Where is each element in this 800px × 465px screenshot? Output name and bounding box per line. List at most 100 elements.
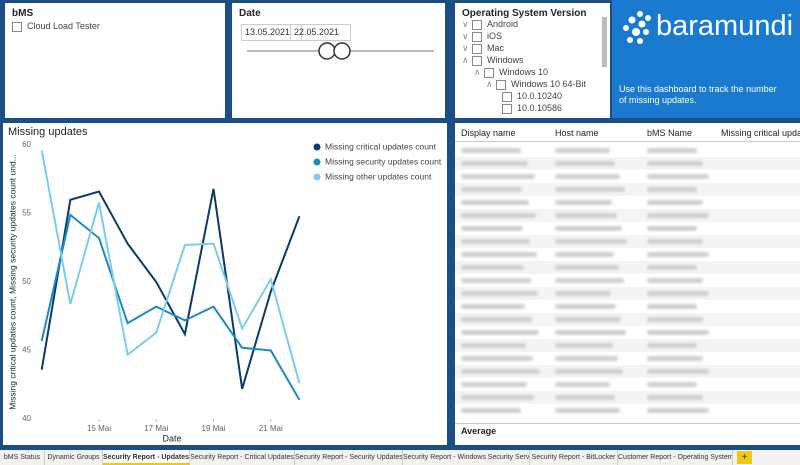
blurred-cell xyxy=(461,252,537,257)
blurred-cell xyxy=(647,408,709,413)
chevron: ∨ xyxy=(462,19,469,29)
blurred-cell xyxy=(647,265,697,270)
blurred-cell xyxy=(461,213,536,218)
tree-item[interactable]: ∧ Windows 10 xyxy=(474,67,548,78)
date-to[interactable]: 22.05.2021 xyxy=(290,24,351,41)
blurred-cell xyxy=(461,304,525,309)
x-tick-label: 17 Mai xyxy=(144,424,168,433)
blurred-cell xyxy=(555,343,613,348)
blurred-cell xyxy=(461,265,524,270)
column-header[interactable]: Display name xyxy=(461,128,516,138)
tab[interactable]: Security Report - Windows Security Servi… xyxy=(403,450,530,465)
blurred-cell xyxy=(647,226,697,231)
chevron: ∨ xyxy=(462,43,469,53)
tree-item[interactable]: ∨ iOS xyxy=(462,31,502,42)
y-tick-label: 40 xyxy=(22,414,31,423)
x-tick-label: 21 Mai xyxy=(259,424,283,433)
os-slicer: Operating System Version ∨ Android ∨ iOS ∨ Ma… xyxy=(455,3,610,118)
chart: Missing updates 40 45 50 55 60 15 Mai 17 Mai 19… xyxy=(7,126,442,443)
checkbox xyxy=(496,79,506,90)
checkbox xyxy=(484,67,494,78)
blurred-cell xyxy=(461,356,533,361)
item-label: Cloud Load Tester xyxy=(27,21,100,31)
y-tick-label: 55 xyxy=(22,209,31,218)
blurred-cell xyxy=(647,200,703,205)
blurred-cell xyxy=(461,226,523,231)
tree-item[interactable]: 10.0.10586 xyxy=(498,103,562,114)
blurred-cell xyxy=(461,174,535,179)
legend-marker xyxy=(313,143,321,151)
column-header[interactable]: Missing critical upda xyxy=(721,128,800,138)
blurred-cell xyxy=(555,252,614,257)
tab[interactable]: bMS Status xyxy=(0,450,45,465)
tree-item[interactable]: ∧ Windows 10 64-Bit xyxy=(486,79,586,90)
blurred-cell xyxy=(555,265,619,270)
blurred-cell xyxy=(461,278,531,283)
chevron: ∧ xyxy=(462,55,469,65)
column-header[interactable]: bMS Name xyxy=(647,128,693,138)
bms-slicer: bMS Cloud Load Tester xyxy=(5,3,225,118)
blurred-cell xyxy=(647,369,709,374)
series-line xyxy=(40,150,301,384)
column-header[interactable]: Host name xyxy=(555,128,599,138)
blurred-cell xyxy=(461,330,539,335)
item-label: 10.0.10240 xyxy=(517,91,563,101)
chart-panel: Missing updates 40 45 50 55 60 15 Mai 17 Mai 19… xyxy=(3,123,447,445)
item-label: Android xyxy=(487,19,519,29)
chart-title: Missing updates xyxy=(8,126,88,138)
scrollbar[interactable] xyxy=(602,17,607,67)
blurred-cell xyxy=(647,343,697,348)
checkbox xyxy=(472,19,482,30)
blurred-cell xyxy=(555,408,620,413)
blurred-cell xyxy=(647,278,703,283)
x-tick-label: 19 Mai xyxy=(202,424,226,433)
tree-item[interactable]: 10.0.10240 xyxy=(498,91,562,102)
blurred-cell xyxy=(555,213,617,218)
blurred-cell xyxy=(647,317,703,322)
blurred-cell xyxy=(461,200,529,205)
tab[interactable]: Security Report - Security Updates xyxy=(295,450,403,465)
tree-item[interactable]: ∧ Windows xyxy=(462,55,524,66)
tab[interactable]: Customer Report - Operating Systems xyxy=(618,450,733,465)
blurred-cell xyxy=(647,187,697,192)
blurred-cell xyxy=(647,148,697,153)
date-from[interactable]: 13.05.2021 xyxy=(241,24,302,41)
slider-handle[interactable] xyxy=(333,42,351,60)
row-stripe xyxy=(455,339,800,352)
legend-label: Missing critical updates count xyxy=(325,141,437,151)
slicer-item[interactable]: Cloud Load Tester xyxy=(12,21,100,32)
brand-text: Use this dashboard to track the number o… xyxy=(619,84,777,105)
blurred-cell xyxy=(555,187,625,192)
legend-label: Missing security updates count xyxy=(325,156,442,166)
blurred-cell xyxy=(555,200,612,205)
chevron: ∧ xyxy=(486,79,493,89)
blurred-cell xyxy=(647,291,709,296)
logo-icon xyxy=(623,11,651,44)
tree-item[interactable]: ∨ Android xyxy=(462,19,518,30)
blurred-cell xyxy=(555,317,621,322)
checkbox xyxy=(502,91,512,102)
blurred-cell xyxy=(555,291,611,296)
tree-item[interactable]: ∨ Mac xyxy=(462,43,504,54)
tab[interactable]: Security Report - BitLocker xyxy=(530,450,618,465)
slider-handle[interactable] xyxy=(318,42,336,60)
row-stripe xyxy=(455,157,800,170)
row-stripe xyxy=(455,261,800,274)
add-tab[interactable]: + xyxy=(737,451,752,464)
tab[interactable]: Dynamic Groups xyxy=(45,450,103,465)
row-stripe xyxy=(455,313,800,326)
tab[interactable]: Security Report - Updates xyxy=(103,450,190,465)
blurred-cell xyxy=(555,174,620,179)
y-tick-label: 60 xyxy=(22,140,31,149)
blurred-cell xyxy=(647,161,703,166)
row-stripe xyxy=(455,209,800,222)
tab[interactable]: Security Report - Critical Updates xyxy=(190,450,295,465)
blurred-cell xyxy=(461,148,521,153)
legend-marker xyxy=(313,173,321,181)
item-label: Windows 10 64-Bit xyxy=(511,79,587,89)
blurred-cell xyxy=(555,239,627,244)
x-tick-label: 15 Mai xyxy=(87,424,111,433)
blurred-cell xyxy=(555,226,622,231)
date-slicer: Date 13.05.2021 22.05.2021 xyxy=(232,3,445,118)
date-slider[interactable] xyxy=(232,36,445,66)
